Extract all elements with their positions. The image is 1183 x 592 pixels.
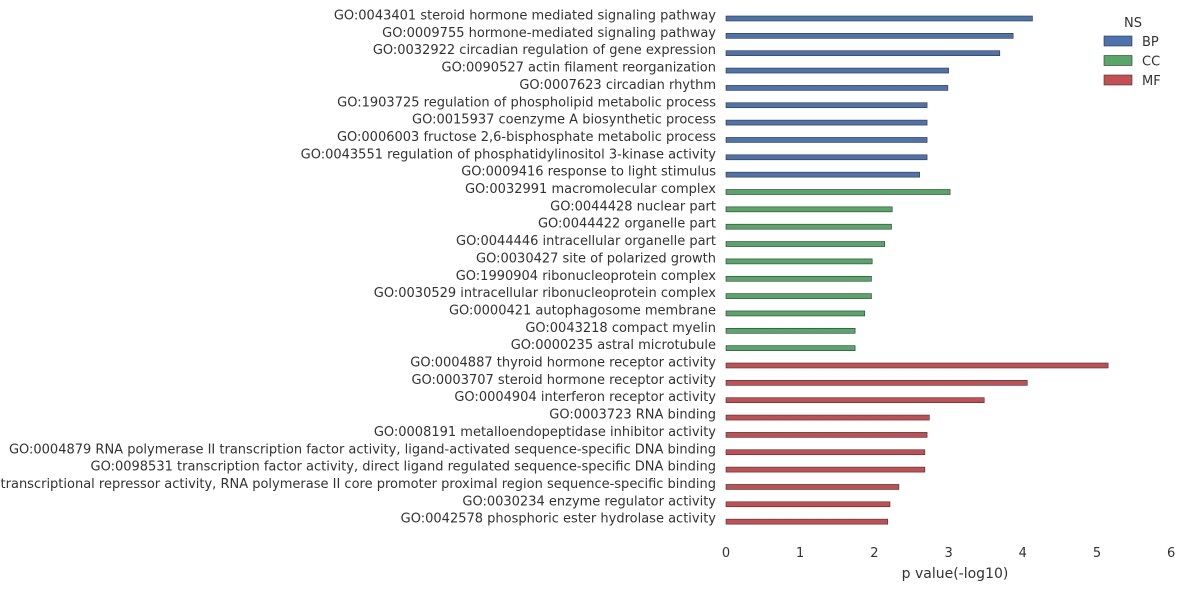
bar-bp — [725, 171, 920, 178]
bar-bp — [725, 154, 928, 161]
bar-mf — [725, 380, 1028, 386]
bar-cc — [725, 241, 886, 247]
x-tick-label: 5 — [1093, 546, 1101, 561]
category-label: GO:0004879 RNA polymerase II transcripti… — [9, 442, 716, 457]
bar-cc — [725, 327, 856, 334]
category-label: GO:0044428 nuclear part — [550, 199, 716, 214]
bar-mf — [725, 414, 930, 421]
category-label: GO:0009755 hormone-mediated signaling pa… — [382, 26, 716, 41]
legend-label-bp: BP — [1142, 35, 1159, 50]
category-label: GO:0008191 metalloendopeptidase inhibito… — [374, 425, 716, 440]
category-label: GO:0032922 circadian regulation of gene … — [373, 43, 716, 58]
category-label: GO:0004887 thyroid hormone receptor acti… — [410, 356, 716, 371]
category-label: GO:0090527 actin filament reorganization — [442, 61, 716, 76]
category-label: GO:0043551 regulation of phosphatidylino… — [301, 147, 717, 162]
bar-cc — [725, 223, 892, 230]
x-tick-label: 2 — [870, 546, 878, 561]
x-tick-label: 1 — [796, 546, 804, 561]
category-label: GO:0044422 organelle part — [538, 217, 716, 232]
bar-mf — [725, 362, 1109, 369]
legend-swatch-bp — [1103, 35, 1133, 47]
category-labels: GO:0043401 steroid hormone mediated sign… — [0, 9, 716, 527]
bar-mf — [725, 397, 985, 404]
bars-layer — [725, 15, 1109, 525]
bar-mf — [725, 518, 889, 525]
category-label: GO:0006003 fructose 2,6-bisphosphate met… — [337, 130, 716, 145]
legend-swatch-cc — [1103, 55, 1133, 66]
x-axis: 0 1 2 3 4 5 6 — [722, 546, 1175, 561]
bar-mf — [725, 449, 926, 456]
category-label: GO:0009416 response to light stimulus — [461, 165, 716, 180]
bar-cc — [725, 345, 856, 351]
bar-bp — [725, 85, 949, 91]
bar-cc — [725, 258, 873, 265]
bar-cc — [725, 275, 872, 282]
bar-cc — [725, 206, 893, 213]
legend-label-mf: MF — [1142, 74, 1161, 89]
x-tick-label: 6 — [1167, 546, 1175, 561]
x-tick-label: 3 — [944, 546, 952, 561]
category-label: GO:0030427 site of polarized growth — [476, 251, 716, 266]
category-label: GO:0000421 autophagosome membrane — [449, 303, 716, 318]
x-axis-label: p value(-log10) — [902, 566, 1009, 582]
category-label: GO:0098531 transcription factor activity… — [91, 460, 716, 475]
bar-mf — [725, 501, 891, 508]
category-label: GO:0004904 interferon receptor activity — [454, 390, 716, 405]
category-label: GO:0015937 coenzyme A biosynthetic proce… — [412, 113, 716, 128]
bar-mf — [725, 432, 928, 438]
bar-cc — [725, 310, 866, 317]
category-label: GO:0003723 RNA binding — [549, 408, 716, 423]
bar-bp — [725, 15, 1033, 22]
category-label: GO:0001078 transcriptional repressor act… — [0, 477, 716, 492]
bar-bp — [725, 102, 928, 109]
legend-swatch-mf — [1103, 74, 1133, 86]
category-label: GO:0003707 steroid hormone receptor acti… — [411, 373, 716, 388]
category-label: GO:0032991 macromolecular complex — [465, 182, 716, 197]
legend-title: NS — [1124, 16, 1142, 31]
bar-cc — [725, 189, 951, 195]
legend-label-cc: CC — [1142, 55, 1160, 70]
bar-bp — [725, 33, 1014, 39]
category-label: GO:0030234 enzyme regulator activity — [462, 494, 716, 509]
bar-cc — [725, 293, 872, 299]
bar-bp — [725, 137, 928, 143]
bar-mf — [725, 484, 900, 490]
legend: NS BP CC MF — [1103, 16, 1161, 89]
category-label: GO:1903725 regulation of phospholipid me… — [337, 95, 716, 110]
category-label: GO:0043401 steroid hormone mediated sign… — [334, 9, 716, 24]
category-label: GO:0044446 intracellular organelle part — [456, 234, 716, 249]
category-label: GO:1990904 ribonucleoprotein complex — [456, 269, 717, 284]
x-tick-label: 0 — [722, 546, 730, 561]
x-tick-label: 4 — [1019, 546, 1027, 561]
category-label: GO:0030529 intracellular ribonucleoprote… — [374, 286, 717, 301]
bar-bp — [725, 50, 1001, 57]
category-label: GO:0007623 circadian rhythm — [519, 78, 716, 93]
bar-bp — [725, 67, 949, 74]
category-label: GO:0000235 astral microtubule — [511, 338, 716, 353]
category-label: GO:0042578 phosphoric ester hydrolase ac… — [401, 512, 717, 527]
bar-mf — [725, 466, 926, 473]
category-label: GO:0043218 compact myelin — [525, 321, 716, 336]
bar-bp — [725, 119, 928, 126]
